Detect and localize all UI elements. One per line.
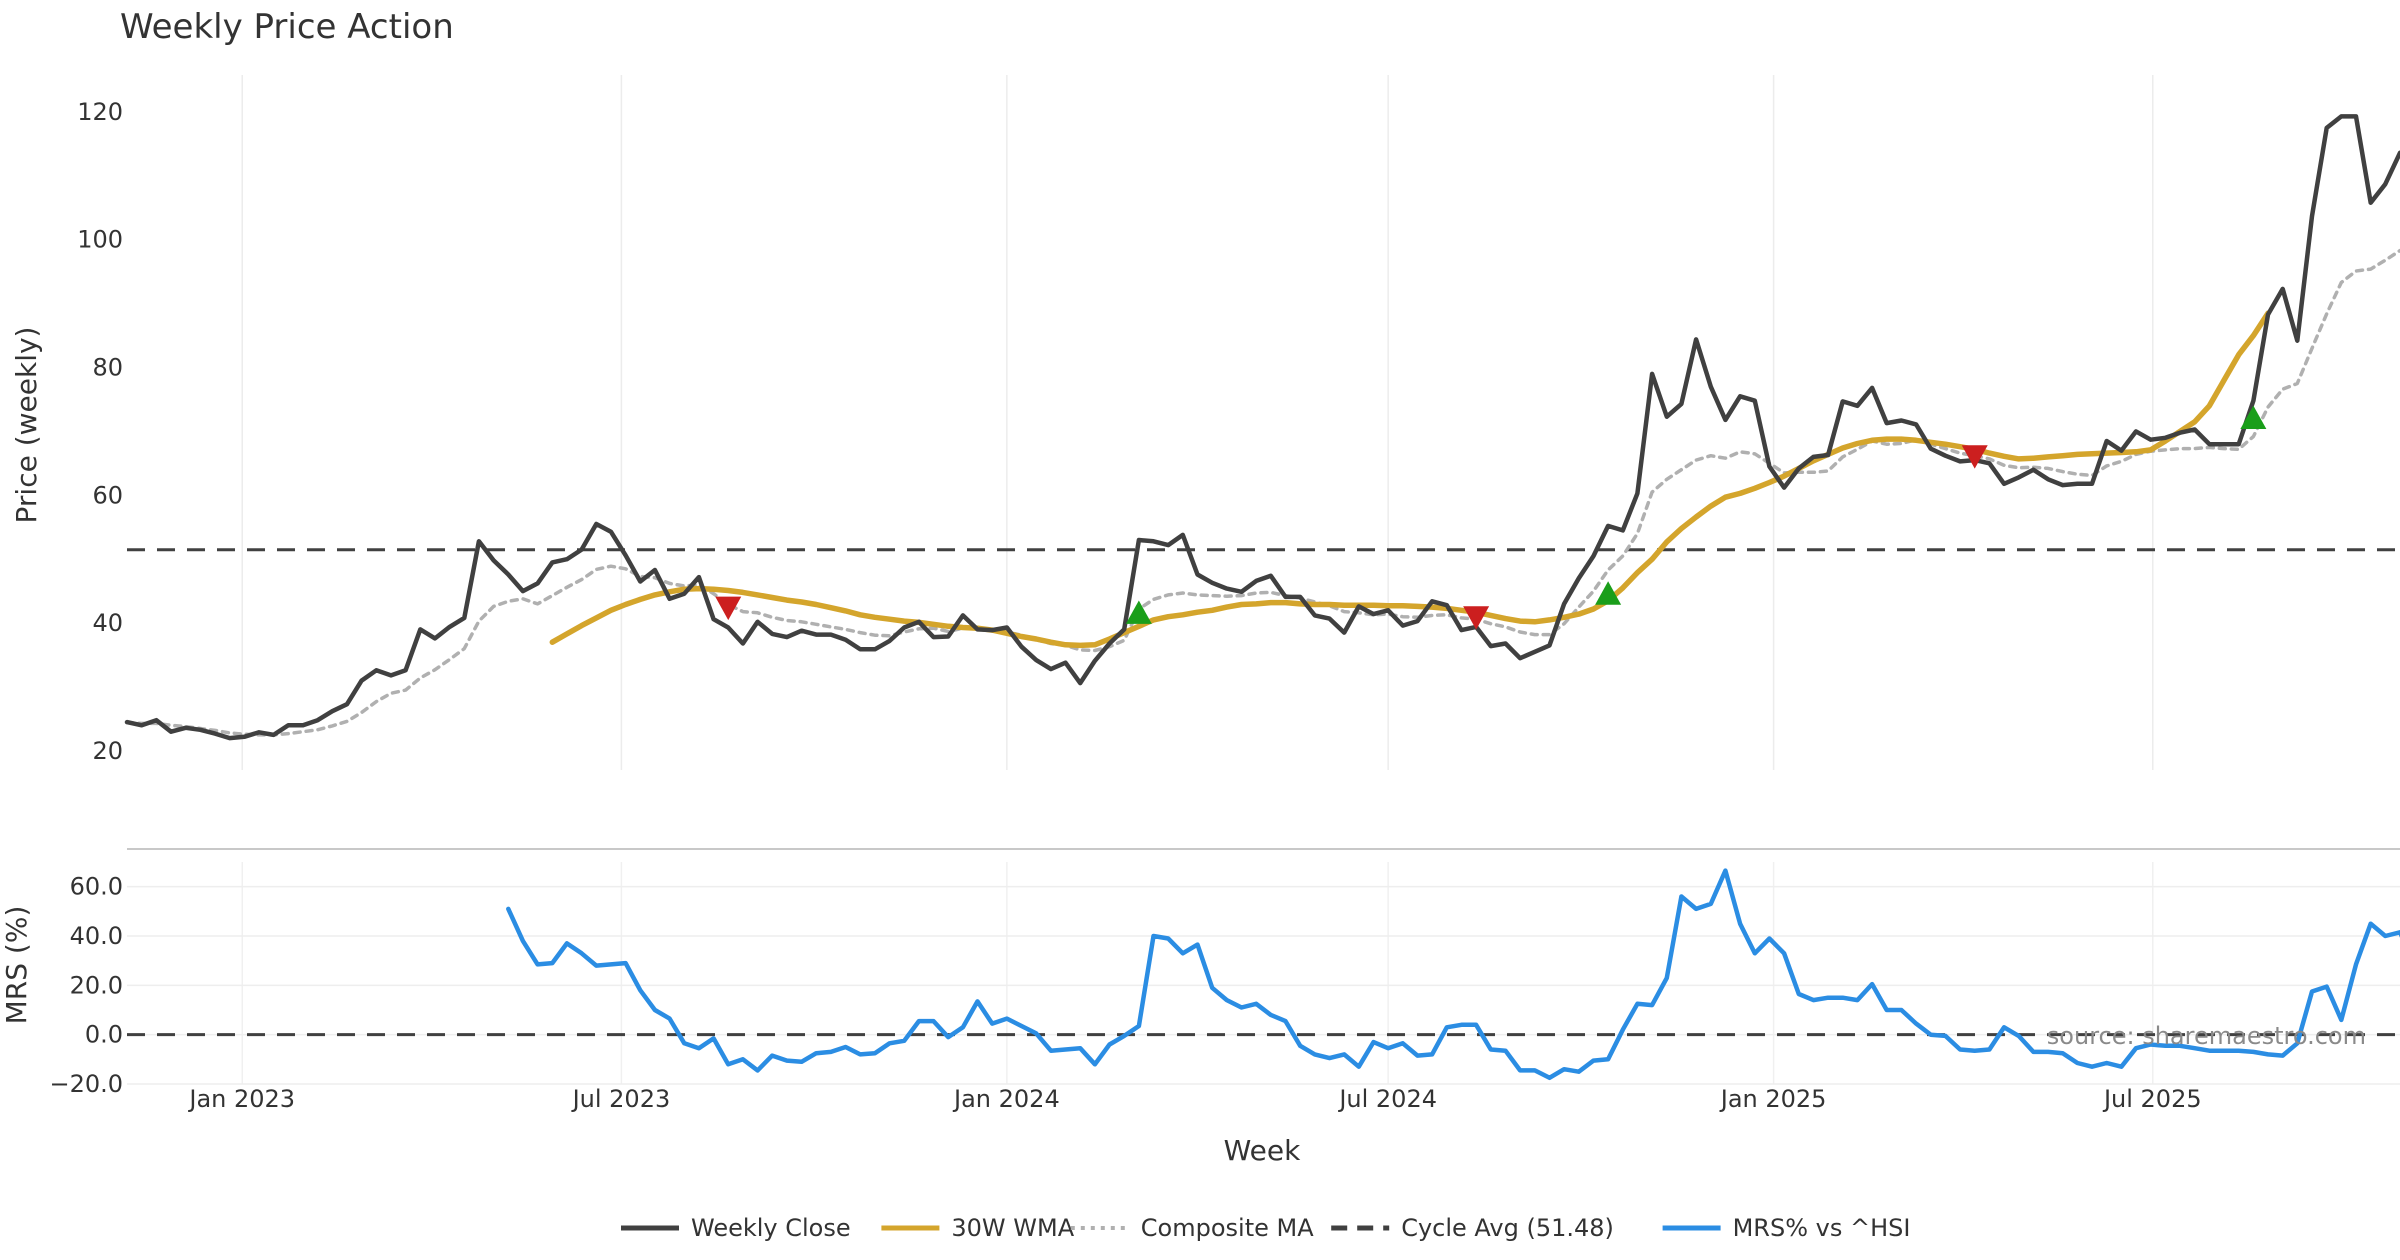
- price-y-tick-label: 40: [92, 609, 123, 637]
- price-y-tick-label: 100: [77, 226, 123, 254]
- chart-title: Weekly Price Action: [120, 7, 454, 47]
- buy-signal-marker: [1595, 581, 1622, 605]
- x-tick-label: Jan 2023: [187, 1085, 295, 1113]
- legend-label: Composite MA: [1141, 1214, 1314, 1242]
- mrs-y-tick-label: −20.0: [49, 1070, 123, 1098]
- price-y-tick-label: 80: [92, 354, 123, 382]
- mrs-y-tick-label: 60.0: [70, 873, 123, 901]
- x-axis-ticks: Jan 2023 Jul 2023 Jan 2024 Jul 2024 Jan 2025…: [187, 1085, 2201, 1113]
- source-note: source: sharemaestro.com: [2047, 1022, 2366, 1050]
- price-y-tick-label: 60: [92, 481, 123, 509]
- mrs-y-ticks: 60.0 40.0 20.0 0.0 −20.0: [49, 873, 123, 1098]
- price-y-tick-label: 120: [77, 98, 123, 126]
- legend-label: 30W WMA: [951, 1214, 1074, 1242]
- composite-ma-line: [125, 248, 2400, 737]
- price-y-ticks: 20 40 60 80 100 120: [77, 98, 123, 765]
- mrs-series: [127, 868, 2400, 1081]
- x-tick-label: Jul 2025: [2102, 1085, 2202, 1113]
- signal-markers: [715, 405, 2267, 630]
- x-tick-label: Jan 2025: [1719, 1085, 1827, 1113]
- sell-signal-marker: [1961, 445, 1988, 469]
- legend-label: Cycle Avg (51.48): [1401, 1214, 1614, 1242]
- x-axis-label: Week: [1224, 1134, 1301, 1167]
- price-y-tick-label: 20: [92, 737, 123, 765]
- mrs-y-axis-label: MRS (%): [0, 906, 33, 1025]
- legend: Weekly Close 30W WMA Composite MA Cycle Avg…: [621, 1214, 1910, 1242]
- sell-signal-marker: [715, 596, 742, 621]
- mrs-line: [506, 868, 2400, 1081]
- mrs-y-tick-label: 40.0: [70, 922, 123, 950]
- mrs-y-tick-label: 0.0: [85, 1021, 123, 1049]
- x-tick-label: Jan 2024: [952, 1085, 1060, 1113]
- mrs-y-tick-label: 20.0: [70, 971, 123, 999]
- price-panel-grid: [241, 75, 2154, 770]
- x-tick-label: Jul 2024: [1337, 1085, 1437, 1113]
- x-tick-label: Jul 2023: [571, 1085, 671, 1113]
- legend-label: Weekly Close: [691, 1214, 851, 1242]
- price-y-axis-label: Price (weekly): [10, 327, 43, 524]
- weekly-close-line: [124, 114, 2400, 741]
- buy-signal-marker: [2240, 405, 2267, 430]
- sell-signal-marker: [1463, 606, 1490, 630]
- buy-signal-marker: [1125, 600, 1152, 624]
- legend-label: MRS% vs ^HSI: [1733, 1214, 1911, 1242]
- price-series: [124, 114, 2400, 741]
